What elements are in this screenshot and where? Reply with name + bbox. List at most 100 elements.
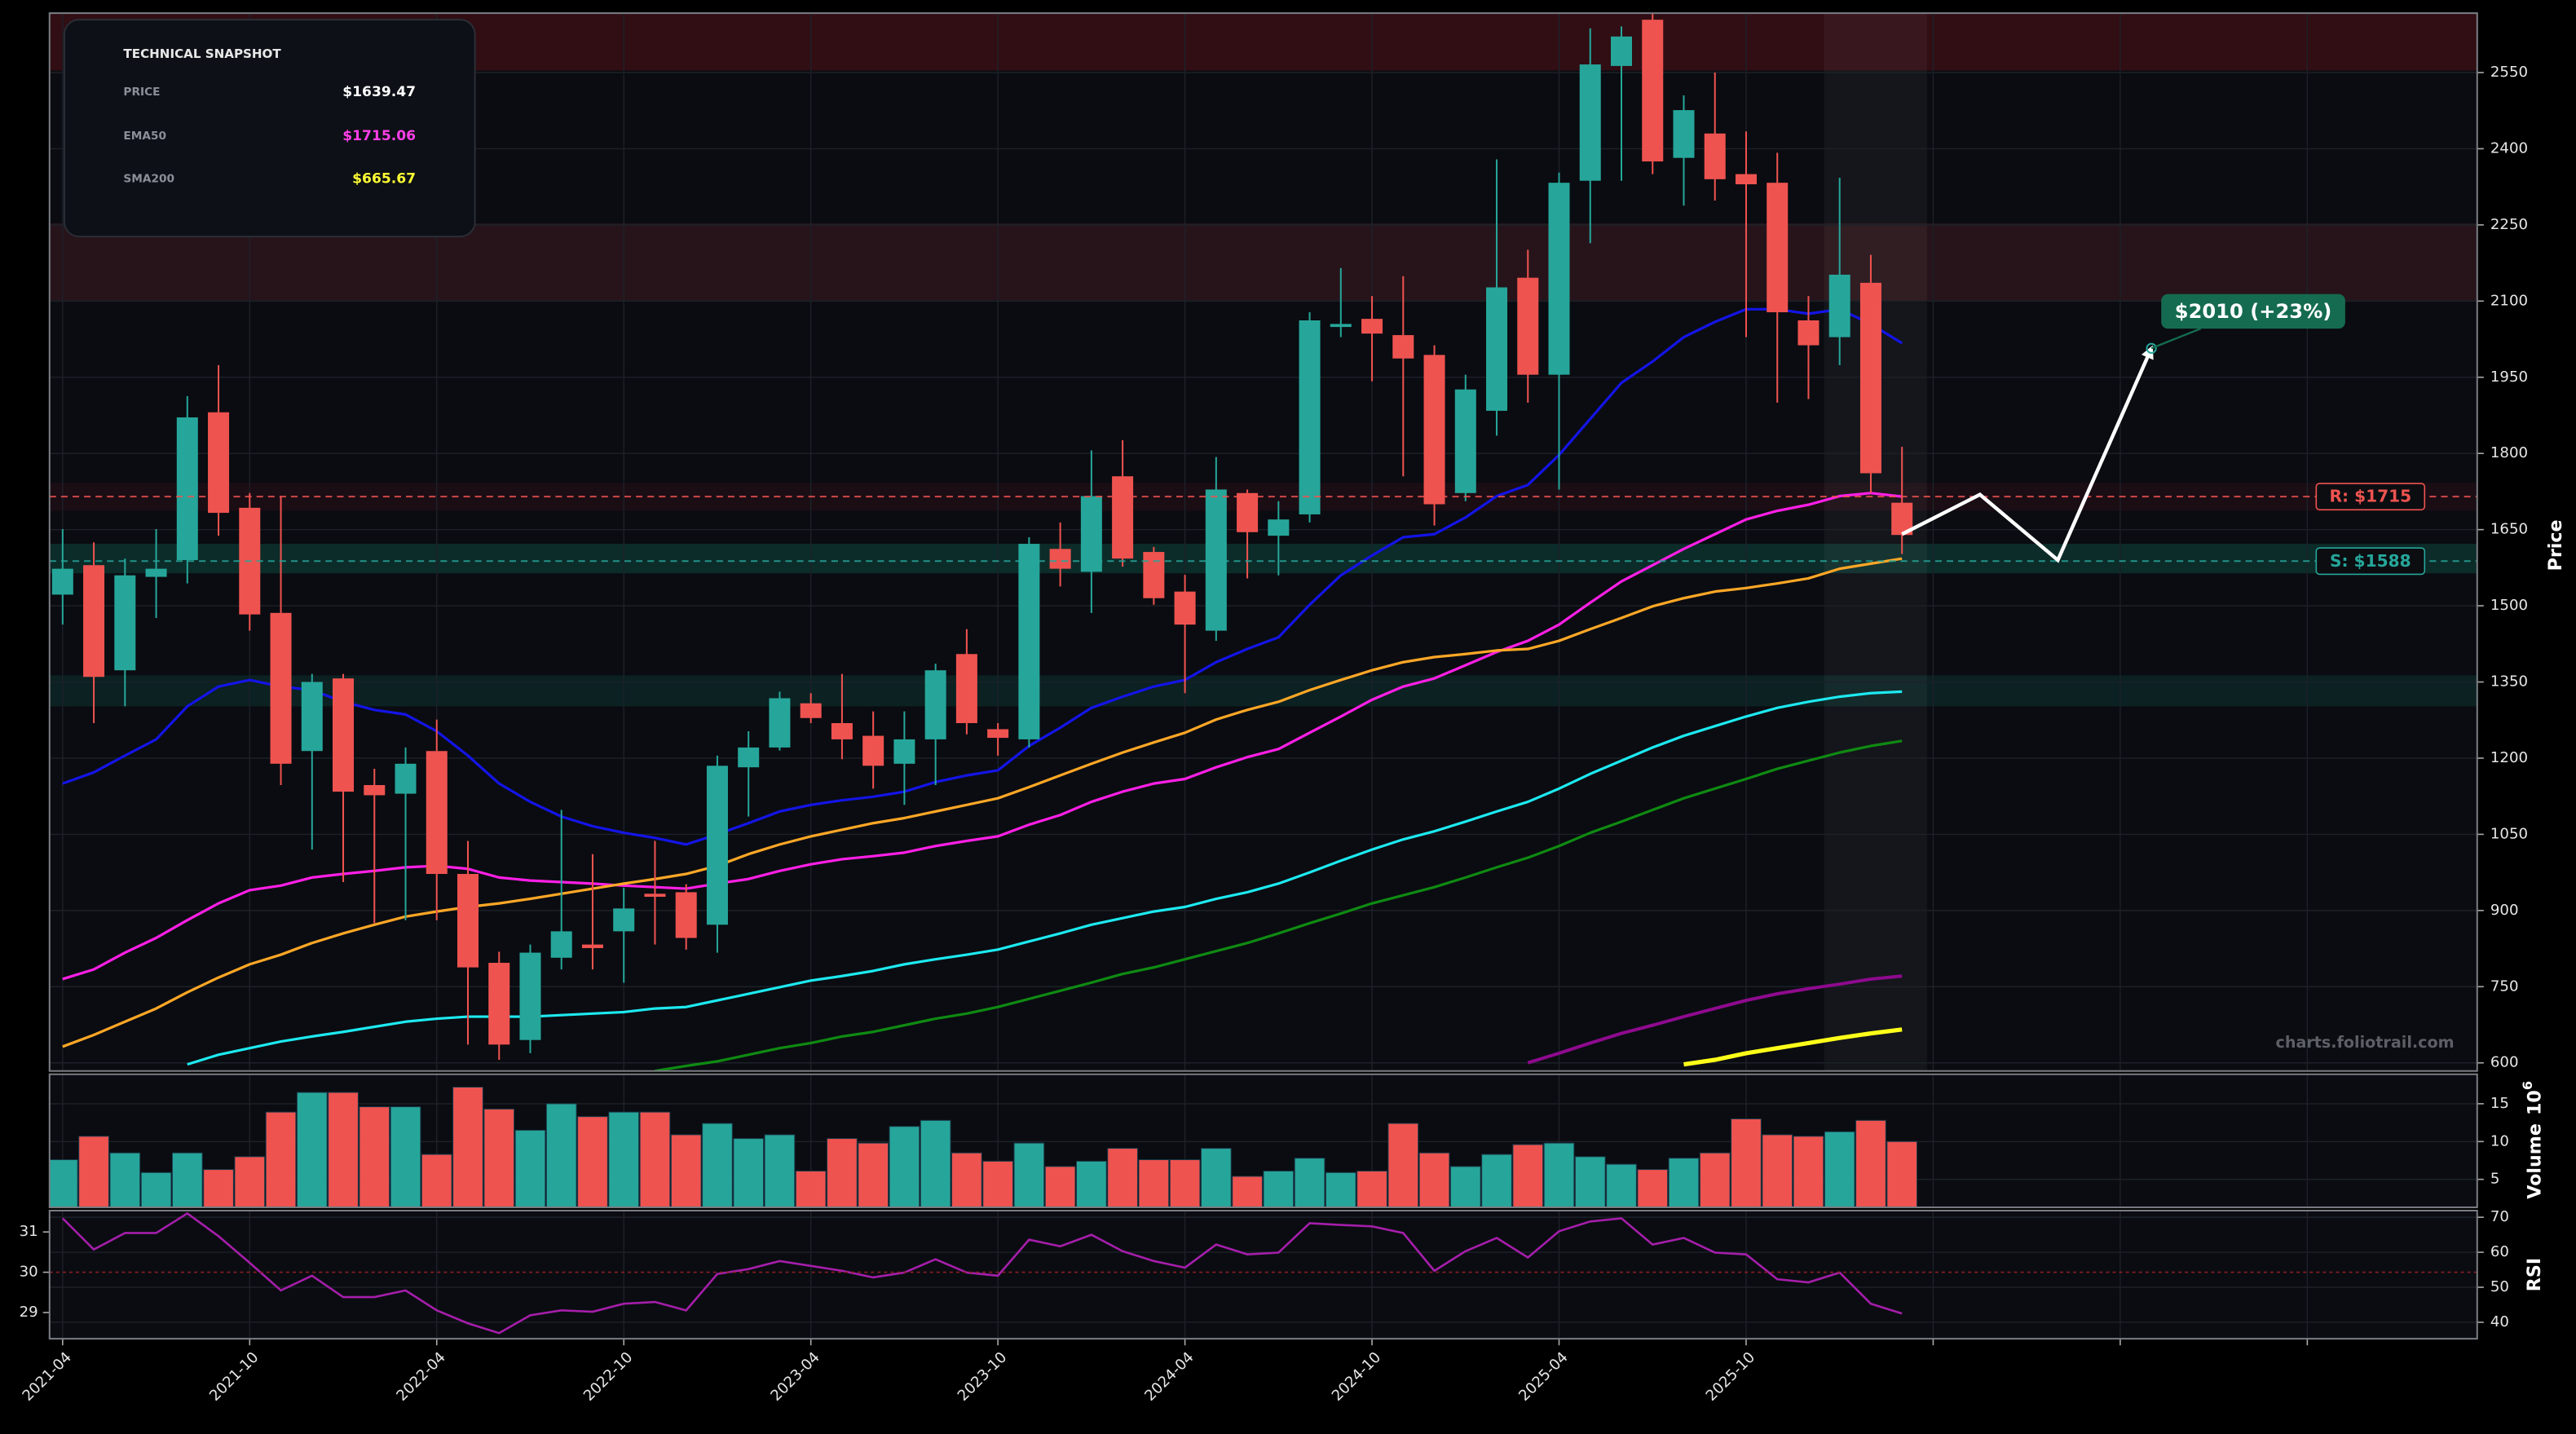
volume-bar bbox=[545, 1103, 577, 1207]
volume-bar bbox=[670, 1134, 702, 1207]
indicator-line bbox=[62, 557, 1903, 1048]
volume-bar bbox=[639, 1111, 671, 1207]
candle-body bbox=[738, 747, 760, 768]
candle-body bbox=[333, 678, 355, 792]
candle-body bbox=[457, 874, 479, 968]
volume-bar bbox=[951, 1152, 982, 1207]
volume-bar bbox=[359, 1106, 390, 1207]
volume-bar bbox=[49, 1159, 78, 1207]
candle-body bbox=[1174, 591, 1196, 625]
volume-bar bbox=[795, 1170, 827, 1207]
candle-body bbox=[519, 952, 541, 1040]
candle-body bbox=[1579, 64, 1601, 181]
candle-body bbox=[800, 703, 822, 718]
y-tick-label: 15 bbox=[2490, 1095, 2509, 1112]
candle-body bbox=[613, 908, 635, 932]
candle-body bbox=[1392, 335, 1414, 359]
volume-bar bbox=[858, 1142, 889, 1207]
y-tick-label: 50 bbox=[2490, 1278, 2509, 1295]
volume-bar bbox=[1387, 1123, 1419, 1207]
volume-bar bbox=[1076, 1160, 1107, 1207]
y-tick-label: 70 bbox=[2490, 1208, 2509, 1225]
snapshot-title: TECHNICAL SNAPSHOT bbox=[123, 46, 281, 61]
indicator-line bbox=[1527, 974, 1903, 1065]
volume-bar bbox=[171, 1152, 203, 1207]
snapshot-label: SMA200 bbox=[123, 173, 174, 186]
volume-bar bbox=[608, 1111, 640, 1207]
snapshot-panel: TECHNICAL SNAPSHOT PRICE $1639.47 EMA50 … bbox=[63, 19, 476, 238]
price-zone bbox=[49, 675, 2477, 707]
candle-body bbox=[1673, 110, 1695, 158]
volume-bar bbox=[78, 1136, 109, 1207]
panel-border bbox=[48, 1209, 2478, 1340]
panel-background bbox=[49, 1210, 2477, 1339]
snapshot-value: $1639.47 bbox=[342, 84, 416, 100]
candle-body bbox=[1828, 274, 1850, 338]
volume-bar bbox=[1481, 1154, 1512, 1207]
y2-tick-label: 30 bbox=[20, 1264, 38, 1281]
candle-body bbox=[145, 568, 167, 577]
volume-bar bbox=[1263, 1170, 1295, 1207]
volume-bar bbox=[1637, 1169, 1669, 1207]
volume-bar bbox=[1449, 1166, 1481, 1207]
candle-body bbox=[1517, 277, 1539, 375]
y2-tick-label: 29 bbox=[20, 1304, 38, 1321]
candle-body bbox=[1299, 320, 1321, 514]
candle-body bbox=[644, 893, 666, 898]
candle-body bbox=[83, 565, 105, 677]
candle-body bbox=[831, 722, 853, 739]
volume-bar bbox=[764, 1134, 796, 1207]
candle-body bbox=[1859, 282, 1881, 474]
volume-bar bbox=[296, 1092, 328, 1207]
volume-bar bbox=[1855, 1119, 1886, 1207]
candle-body bbox=[1548, 183, 1570, 375]
candle-body bbox=[1018, 544, 1040, 739]
y-tick-label: 1050 bbox=[2490, 825, 2528, 842]
candle-body bbox=[1610, 36, 1633, 66]
volume-bar bbox=[514, 1129, 546, 1207]
rsi-line bbox=[61, 1211, 1903, 1335]
candle-body bbox=[114, 575, 136, 671]
y-tick-label: 2400 bbox=[2490, 139, 2528, 157]
y-tick-label: 1350 bbox=[2490, 673, 2528, 691]
candle-body bbox=[364, 784, 386, 796]
y-tick-label: 2550 bbox=[2490, 64, 2528, 81]
candle-body bbox=[1454, 389, 1476, 493]
y-tick-label: 40 bbox=[2490, 1313, 2509, 1330]
highlight-band bbox=[1824, 13, 1927, 1071]
volume-bar bbox=[982, 1160, 1013, 1207]
candle-body bbox=[893, 739, 915, 764]
candle-body bbox=[1642, 20, 1664, 162]
volume-bar bbox=[265, 1111, 297, 1207]
y-axis-title: RSI bbox=[2524, 1258, 2545, 1291]
candle-body bbox=[1330, 324, 1352, 328]
y-tick-label: 750 bbox=[2490, 977, 2519, 995]
price-zone bbox=[49, 544, 2477, 574]
y-tick-label: 1500 bbox=[2490, 597, 2528, 614]
volume-bar bbox=[1512, 1144, 1544, 1207]
candle-body bbox=[581, 944, 603, 948]
y-tick-label: 2250 bbox=[2490, 216, 2528, 233]
forecast-line bbox=[1901, 345, 2154, 563]
y-axis-title: Volume 106 bbox=[2520, 1081, 2545, 1199]
level-label-box bbox=[2315, 483, 2426, 511]
candle-body bbox=[1268, 519, 1290, 536]
indicator-line bbox=[655, 739, 1903, 1071]
plot-area bbox=[49, 13, 2477, 1071]
volume-bar bbox=[577, 1116, 608, 1207]
volume-bar bbox=[1699, 1152, 1731, 1207]
candle-body bbox=[706, 766, 728, 925]
indicator-line bbox=[62, 307, 1903, 846]
annotation-label: $2010 (+23%) bbox=[2175, 300, 2332, 323]
volume-bar bbox=[140, 1171, 172, 1207]
candle-body bbox=[1361, 319, 1383, 334]
annotation-box bbox=[2161, 293, 2345, 329]
candle-body bbox=[1704, 133, 1726, 179]
volume-bar bbox=[920, 1119, 951, 1207]
candle-body bbox=[955, 654, 977, 723]
volume-bar bbox=[1543, 1142, 1575, 1207]
candle-body bbox=[862, 735, 884, 766]
candle-body bbox=[426, 751, 448, 875]
snapshot-label: PRICE bbox=[123, 86, 160, 99]
volume-bar bbox=[234, 1156, 266, 1207]
